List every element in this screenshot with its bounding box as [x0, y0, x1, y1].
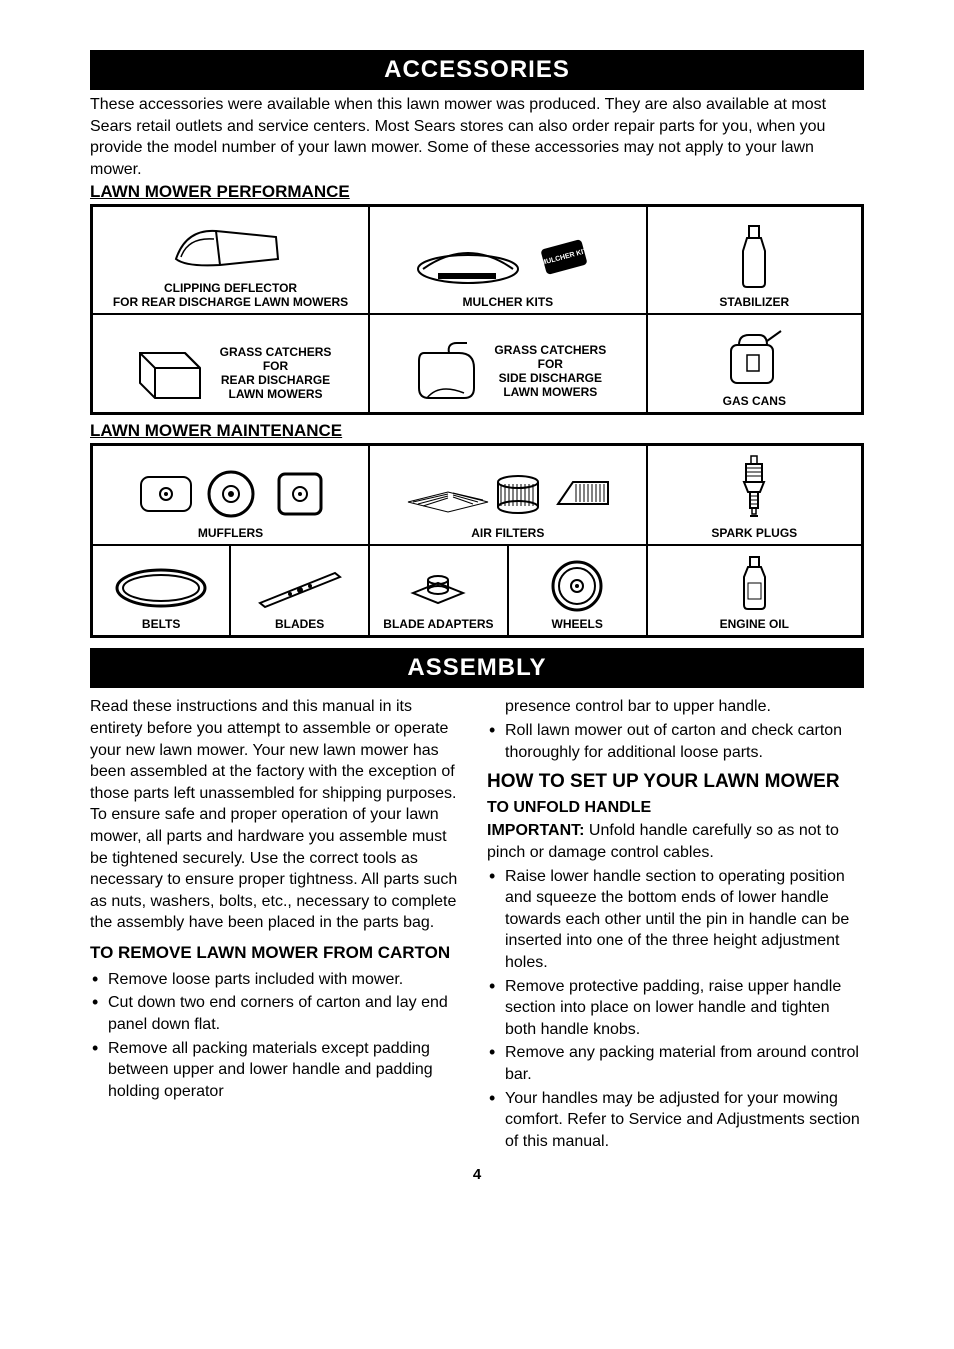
clipping-deflector-label-2: FOR REAR DISCHARGE LAWN MOWERS [113, 295, 348, 309]
wheels-icon [547, 558, 607, 613]
engine-oil-label: ENGINE OIL [720, 617, 789, 631]
grass-side-l1: GRASS CATCHERS [494, 343, 606, 357]
grass-catcher-side-icon [409, 333, 484, 408]
col2-list-1: Roll lawn mower out of carton and check … [487, 720, 864, 763]
list-item: Your handles may be adjusted for your mo… [487, 1088, 864, 1153]
unfold-list: Raise lower handle section to operating … [487, 866, 864, 1153]
assembly-header: ASSEMBLY [90, 648, 864, 688]
maintenance-title: LAWN MOWER MAINTENANCE [90, 421, 864, 441]
important-text: IMPORTANT: Unfold handle carefully so as… [487, 820, 864, 863]
grass-rear-l4: LAWN MOWERS [220, 387, 332, 401]
stabilizer-label: STABILIZER [719, 295, 789, 309]
list-item: Remove all packing materials except padd… [90, 1038, 467, 1103]
performance-title: LAWN MOWER PERFORMANCE [90, 182, 864, 202]
grass-side-l3: SIDE DISCHARGE [494, 371, 606, 385]
accessories-header: ACCESSORIES [90, 50, 864, 90]
performance-grid: CLIPPING DEFLECTOR FOR REAR DISCHARGE LA… [90, 204, 864, 415]
assembly-columns: Read these instructions and this manual … [90, 696, 864, 1154]
clipping-deflector-label-1: CLIPPING DEFLECTOR [164, 281, 297, 295]
air-filters-label: AIR FILTERS [471, 526, 544, 540]
mufflers-label: MUFFLERS [198, 526, 263, 540]
assembly-col-left: Read these instructions and this manual … [90, 696, 467, 1154]
grass-rear-l2: FOR [220, 359, 332, 373]
setup-heading: HOW TO SET UP YOUR LAWN MOWER [487, 769, 864, 795]
spark-plugs-icon [734, 452, 774, 522]
accessories-intro: These accessories were available when th… [90, 94, 864, 180]
blades-label: BLADES [275, 617, 324, 631]
remove-heading: TO REMOVE LAWN MOWER FROM CARTON [90, 942, 467, 965]
col2-continuation: presence control bar to upper handle. [487, 696, 864, 718]
spark-plugs-label: SPARK PLUGS [711, 526, 797, 540]
mufflers-icon [131, 462, 331, 522]
list-item: Cut down two end corners of carton and l… [90, 992, 467, 1035]
list-item: Remove loose parts included with mower. [90, 969, 467, 991]
page-number: 4 [90, 1166, 864, 1183]
list-item: Roll lawn mower out of carton and check … [487, 720, 864, 763]
unfold-heading: TO UNFOLD HANDLE [487, 797, 864, 819]
air-filters-icon [398, 462, 618, 522]
grass-rear-l3: REAR DISCHARGE [220, 373, 332, 387]
stabilizer-icon [729, 221, 779, 291]
list-item: Remove any packing material from around … [487, 1042, 864, 1085]
list-item: Remove protective padding, raise upper h… [487, 976, 864, 1041]
grass-rear-l1: GRASS CATCHERS [220, 345, 332, 359]
clipping-deflector-icon [166, 219, 296, 277]
blades-icon [250, 563, 350, 613]
mulcher-kits-icon: MULCHER KIT [408, 229, 608, 291]
assembly-col-right: presence control bar to upper handle. Ro… [487, 696, 864, 1154]
grass-side-l4: LAWN MOWERS [494, 385, 606, 399]
grass-side-l2: FOR [494, 357, 606, 371]
belts-icon [111, 563, 211, 613]
blade-adapters-icon [403, 558, 473, 613]
assembly-intro: Read these instructions and this manual … [90, 696, 467, 934]
wheels-label: WHEELS [552, 617, 603, 631]
engine-oil-icon [732, 553, 777, 613]
mulcher-kits-label: MULCHER KITS [462, 295, 553, 309]
belts-label: BELTS [142, 617, 180, 631]
gas-cans-icon [719, 325, 789, 390]
grass-catcher-rear-icon [130, 338, 210, 408]
blade-adapters-label: BLADE ADAPTERS [383, 617, 493, 631]
gas-cans-label: GAS CANS [723, 394, 786, 408]
remove-list: Remove loose parts included with mower. … [90, 969, 467, 1103]
list-item: Raise lower handle section to operating … [487, 866, 864, 974]
maintenance-grid: MUFFLERS [90, 443, 864, 638]
